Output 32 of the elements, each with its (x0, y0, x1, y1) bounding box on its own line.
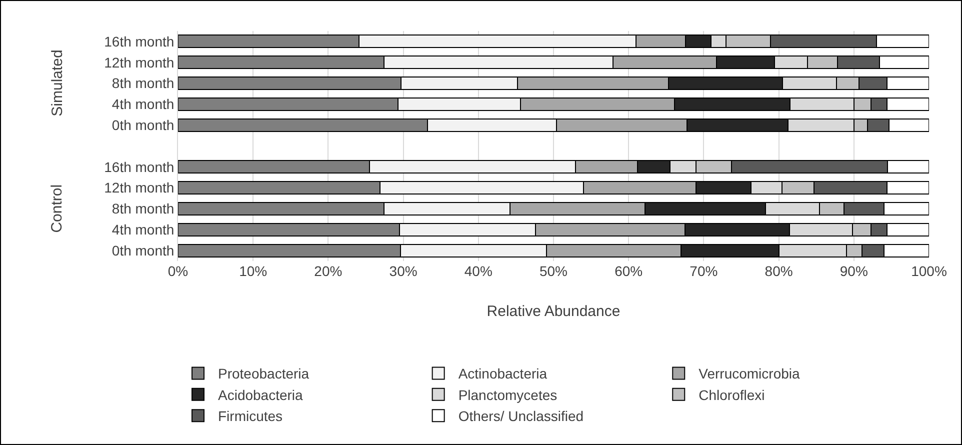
legend-label: Actinobacteria (458, 366, 548, 382)
text: Simulated (48, 50, 66, 116)
legend-label: Chloroflexi (698, 386, 765, 403)
y-tick-label: 0th month (112, 116, 174, 133)
x-tick-label: 10% (239, 263, 268, 279)
x-tick-label: 30% (389, 263, 418, 279)
legend-label: Verrucomicrobia (698, 366, 800, 382)
x-tick-label: 90% (840, 263, 868, 279)
x-tick-label: 70% (690, 263, 718, 279)
x-tick-label: 40% (464, 263, 492, 279)
text: Control (48, 184, 66, 233)
y-tick-label: 12th month (104, 54, 174, 70)
x-tick-label: 20% (314, 263, 342, 279)
y-tick-label: 8th month (112, 200, 174, 217)
legend-label: Others/ Unclassified (458, 408, 584, 424)
x-tick-label: 100% (911, 263, 947, 279)
legend-label: Planctomycetes (458, 386, 558, 403)
y-tick-label: 12th month (104, 180, 174, 196)
legend-label: Firmicutes (218, 408, 283, 424)
y-tick-label: 8th month (112, 75, 174, 92)
x-tick-label: 60% (614, 263, 643, 279)
y-tick-label: 4th month (112, 96, 174, 112)
y-tick-label: 16th month (104, 33, 174, 50)
x-tick-label: 80% (764, 263, 793, 279)
y-tick-label: 0th month (112, 242, 174, 258)
x-tick-label: 0% (168, 263, 188, 279)
x-axis-title: Relative Abundance (486, 303, 620, 320)
x-tick-label: 50% (539, 263, 568, 279)
legend-label: Proteobacteria (218, 366, 310, 382)
legend-label: Acidobacteria (218, 386, 304, 403)
y-tick-label: 16th month (104, 158, 174, 175)
y-tick-label: 4th month (112, 222, 174, 238)
